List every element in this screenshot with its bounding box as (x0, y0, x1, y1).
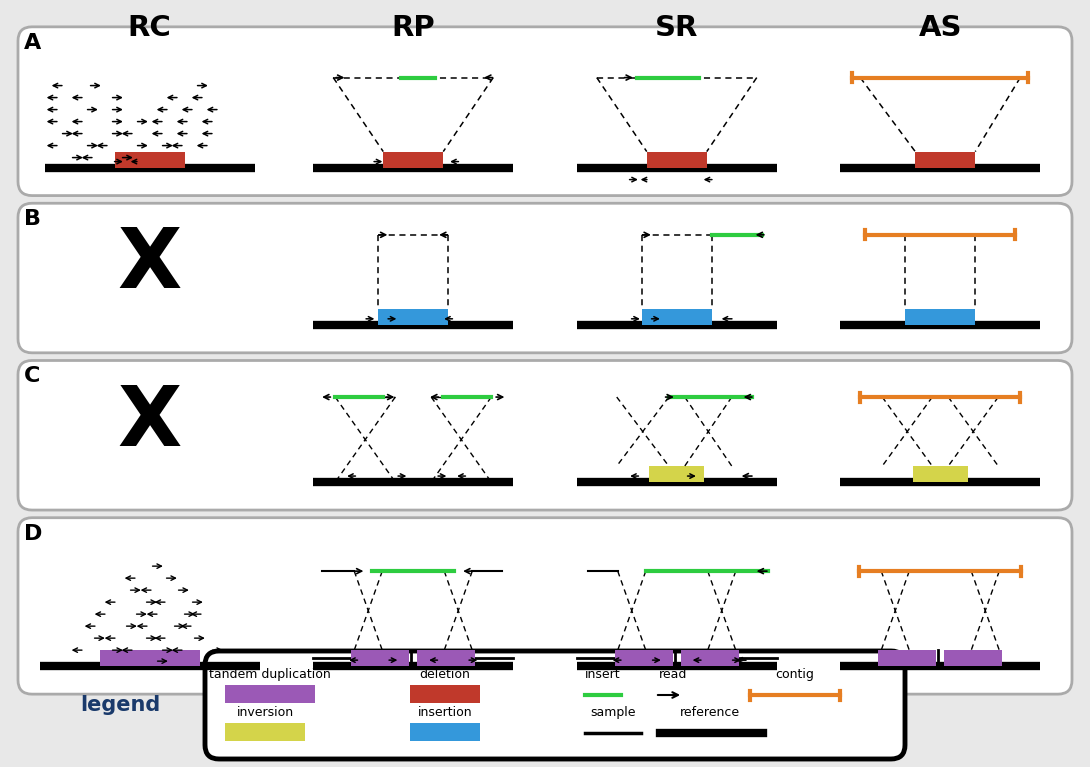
Bar (906, 309, 976, 324)
Bar (114, 152, 184, 167)
Bar (384, 152, 444, 167)
Text: B: B (24, 209, 41, 229)
Text: AS: AS (919, 14, 962, 42)
Bar (410, 685, 480, 703)
Bar (351, 650, 409, 666)
Bar (410, 723, 480, 741)
Text: insert: insert (585, 668, 621, 681)
Bar (351, 650, 409, 666)
Text: read: read (658, 668, 687, 681)
Bar (681, 650, 739, 666)
FancyBboxPatch shape (19, 518, 1071, 694)
Bar (646, 152, 706, 167)
Text: RP: RP (391, 14, 435, 42)
Text: X: X (118, 381, 182, 463)
Bar (378, 309, 448, 324)
FancyBboxPatch shape (205, 651, 905, 759)
Bar (916, 152, 976, 167)
Text: RC: RC (128, 14, 171, 42)
Bar (642, 309, 712, 324)
FancyBboxPatch shape (19, 27, 1071, 196)
Bar (944, 650, 1002, 666)
Text: C: C (24, 367, 40, 387)
Bar (225, 723, 305, 741)
Text: D: D (24, 524, 43, 544)
Text: tandem duplication: tandem duplication (209, 668, 331, 681)
Bar (417, 650, 475, 666)
Text: inversion: inversion (237, 706, 293, 719)
FancyBboxPatch shape (19, 203, 1071, 353)
Text: A: A (24, 33, 41, 53)
FancyBboxPatch shape (19, 360, 1071, 510)
Bar (615, 650, 673, 666)
Text: insertion: insertion (417, 706, 472, 719)
Text: deletion: deletion (420, 668, 471, 681)
Bar (879, 650, 936, 666)
Bar (650, 466, 704, 482)
Bar (912, 466, 968, 482)
Bar (100, 650, 199, 666)
Text: legend: legend (80, 695, 160, 715)
Text: reference: reference (680, 706, 740, 719)
Bar (225, 685, 315, 703)
Text: sample: sample (591, 706, 635, 719)
Text: contig: contig (776, 668, 814, 681)
Text: X: X (118, 224, 182, 305)
Text: SR: SR (655, 14, 699, 42)
